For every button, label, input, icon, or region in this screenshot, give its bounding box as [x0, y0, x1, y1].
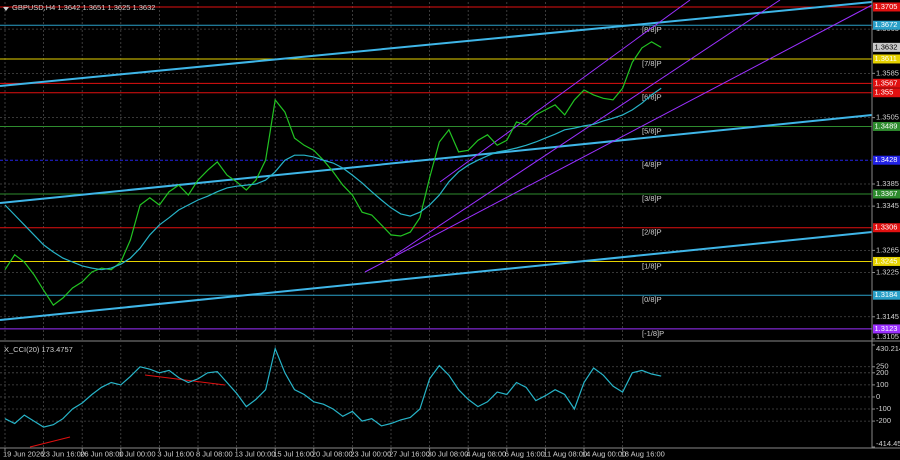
level-tag: [7/8]P [642, 59, 662, 68]
level-label: 1.3367 [875, 189, 898, 198]
indicator-line [4, 346, 662, 428]
x-tick-label: 15 Jul 16:00 [273, 449, 314, 458]
y-tick-label: 0 [876, 392, 880, 401]
level-label: 1.3672 [875, 20, 898, 29]
channel-line [364, 4, 873, 273]
chart-title: GBPUSD,H4 1.3642 1.3651 1.3625 1.3632 [12, 3, 155, 12]
level-tag: [1/8]P [642, 261, 662, 270]
level-label-box [873, 54, 900, 64]
x-tick-label: 6 Aug 16:00 [505, 449, 545, 458]
level-label: 1.3184 [875, 290, 898, 299]
level-label-box [873, 256, 900, 266]
y-tick-label: 250 [876, 362, 889, 371]
x-tick-label: 23 Jun 16:00 [42, 449, 85, 458]
level-label-box [873, 78, 900, 88]
level-label: 1.3428 [875, 155, 898, 164]
level-tag: [8/8]P [642, 25, 662, 34]
y-tick-label: 1.3345 [876, 201, 899, 210]
level-tag: [2/8]P [642, 228, 662, 237]
divergence-line [144, 374, 226, 386]
data-layer [4, 41, 662, 428]
level-label-box [873, 20, 900, 30]
y-tick-label: 200 [876, 368, 889, 377]
indicator-title: X_CCI(20) 173.4757 [4, 345, 73, 354]
y-tick-label: -200 [876, 416, 891, 425]
level-label: 1.3611 [875, 54, 897, 63]
current-price-box [873, 42, 900, 52]
level-label: 1.3123 [875, 324, 898, 333]
level-label-box [873, 155, 900, 165]
x-tick-label: 30 Jul 08:00 [428, 449, 469, 458]
x-tick-label: 18 Aug 16:00 [621, 449, 665, 458]
level-label-box [873, 121, 900, 131]
level-label-box [873, 88, 900, 98]
level-label-box [873, 324, 900, 334]
level-label-box [873, 290, 900, 300]
symbol-icon [3, 7, 9, 11]
levels-layer: [8/8]P [7/8]P [6/8]P [5/8]P [4/8]P [3/8]P [2/8… [0, 6, 872, 338]
y-tick-label: 100 [876, 380, 889, 389]
x-tick-label: 3 Jul 16:00 [157, 449, 194, 458]
y-tick-label: 1.3225 [876, 267, 899, 276]
level-label: 1.3306 [875, 223, 898, 232]
y-tick-label: -100 [876, 404, 891, 413]
channel-line [394, 0, 781, 256]
x-tick-label: 26 Jun 08:00 [80, 449, 123, 458]
level-tag: [0/8]P [642, 295, 662, 304]
x-tick-label: 13 Jul 00:00 [235, 449, 276, 458]
level-label-box [873, 223, 900, 233]
channel-line [439, 0, 691, 183]
level-label: 1.3245 [875, 256, 898, 265]
level-tag: [3/8]P [642, 194, 662, 203]
drawn-objects [0, 0, 873, 448]
y-tick-label: 1.3105 [876, 332, 899, 341]
x-tick-label: 19 Jun 2026 [3, 449, 44, 458]
y-tick-label: 1.3145 [876, 312, 899, 321]
y-tick-label: 1.3585 [876, 68, 899, 77]
level-tag: [6/8]P [642, 93, 662, 102]
y-tick-label: 1.3385 [876, 179, 899, 188]
trend-line [0, 231, 873, 321]
level-label-box [873, 2, 900, 12]
level-label: 1.355 [875, 88, 894, 97]
level-tag: [5/8]P [642, 126, 662, 135]
x-tick-label: 4 Aug 08:00 [466, 449, 506, 458]
y-tick-label: 1.3505 [876, 113, 899, 122]
x-tick-label: 1 Jul 00:00 [119, 449, 156, 458]
y-tick-label: 1.3265 [876, 245, 899, 254]
divergence-line [29, 436, 71, 448]
x-tick-label: 27 Jul 16:00 [389, 449, 430, 458]
x-tick-label: 14 Aug 00:00 [582, 449, 626, 458]
x-tick-label: 20 Jul 08:00 [312, 449, 353, 458]
y-tick-label: 430.2144 [876, 344, 900, 353]
x-tick-label: 11 Aug 08:00 [543, 449, 587, 458]
y-tick-label: -414.451 [876, 439, 900, 448]
level-tag: [4/8]P [642, 160, 662, 169]
x-tick-label: 8 Jul 08:00 [196, 449, 233, 458]
level-tag: [-1/8]P [642, 329, 664, 338]
trend-line [0, 1, 873, 87]
current-price-label: 1.3632 [875, 42, 898, 51]
trend-line [0, 114, 873, 204]
level-label: 1.3705 [875, 2, 898, 11]
x-tick-label: 23 Jul 00:00 [350, 449, 391, 458]
level-label: 1.3489 [875, 121, 898, 130]
level-label: 1.3567 [875, 78, 898, 87]
level-label-box [873, 189, 900, 199]
indicator-line [4, 87, 662, 271]
